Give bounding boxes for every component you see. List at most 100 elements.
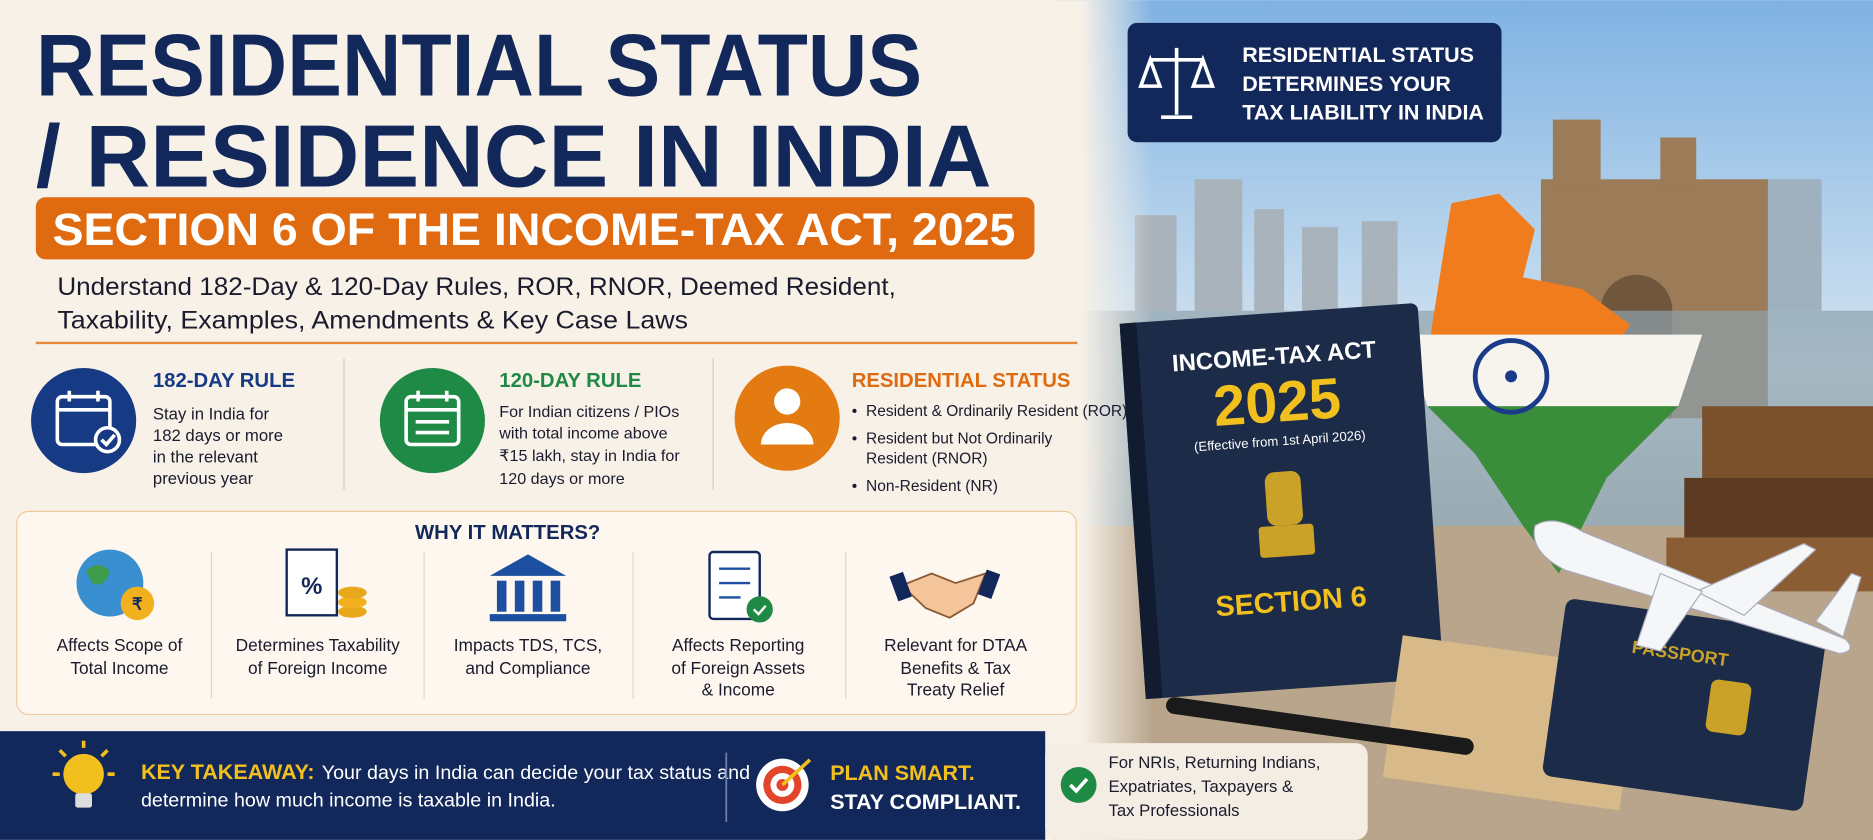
audience-text: For NRIs, Returning Indians, xyxy=(1109,753,1321,772)
handshake-icon-part xyxy=(977,569,1001,600)
pen xyxy=(1166,697,1474,755)
key-takeaway-text: determine how much income is taxable in … xyxy=(141,789,556,811)
india-map-part xyxy=(1505,370,1518,383)
rule-text: 120 days or more xyxy=(499,470,624,488)
document-icon-part: % xyxy=(301,573,322,600)
audience-text: Expatriates, Taxpayers & xyxy=(1109,777,1294,796)
passport-part xyxy=(1542,599,1826,811)
why-title: WHY IT MATTERS? xyxy=(415,522,600,544)
bullet: • xyxy=(852,430,857,447)
why-item: & Income xyxy=(702,679,775,699)
bottom-band xyxy=(0,731,1046,840)
checklist-icon-part xyxy=(719,567,751,599)
airplane-part xyxy=(1814,572,1862,638)
rule-text: 182 days or more xyxy=(153,426,283,445)
india-map-part xyxy=(1427,406,1679,574)
plan-text: PLAN SMART. xyxy=(830,761,975,785)
passport-part xyxy=(1705,679,1752,736)
globe-icon-part xyxy=(86,565,110,585)
why-item: Relevant for DTAA xyxy=(884,635,1027,655)
airplane-part xyxy=(1635,572,1704,652)
bank-icon xyxy=(489,554,567,622)
skyline-part xyxy=(1302,227,1338,311)
india-map-part xyxy=(1472,338,1550,415)
description: Taxability, Examples, Amendments & Key C… xyxy=(57,307,688,335)
bank-icon-part xyxy=(489,554,567,576)
rule-title: 182-DAY RULE xyxy=(153,370,295,392)
calendar-icon-part xyxy=(93,425,122,454)
target-icon xyxy=(756,758,812,812)
bulb-icon-part-part xyxy=(58,749,67,758)
document-icon-part xyxy=(338,586,367,599)
why-item: Determines Taxability xyxy=(236,635,401,655)
airplane xyxy=(1533,520,1862,655)
person-icon xyxy=(760,388,814,445)
dividers xyxy=(210,551,847,699)
book: INCOME-TAX ACT 2025 (Effective from 1st … xyxy=(1119,303,1444,700)
why-item: Treaty Relief xyxy=(907,679,1005,699)
document-icon-part xyxy=(285,548,339,617)
bulb-icon-part xyxy=(63,753,104,795)
checklist-icon-part xyxy=(746,596,773,623)
handshake-icon-part xyxy=(900,572,988,619)
bank-icon-part xyxy=(496,580,507,612)
calendar-icon-part xyxy=(100,433,117,448)
audience-text: Tax Professionals xyxy=(1109,801,1240,820)
handshake-icon-part xyxy=(889,571,912,602)
rule-icon-bg xyxy=(734,365,840,471)
rule-title: RESIDENTIAL STATUS xyxy=(852,370,1071,392)
handshake-icon xyxy=(889,569,1001,619)
skyline-part xyxy=(1194,179,1243,311)
callout-text: DETERMINES YOUR xyxy=(1242,72,1451,96)
emblem-part xyxy=(1258,523,1316,558)
callout-text: RESIDENTIAL STATUS xyxy=(1242,43,1474,67)
rule-text: Stay in India for xyxy=(153,404,270,423)
bulb-icon-part xyxy=(75,793,92,808)
check-icon xyxy=(1060,767,1097,803)
rule-text: Resident (RNOR) xyxy=(866,451,988,468)
calendar-icon-part xyxy=(55,394,112,447)
skyline-part xyxy=(1361,221,1398,311)
bulb-icon-part xyxy=(52,740,115,776)
rule-text: previous year xyxy=(153,469,254,488)
why-item: Affects Reporting xyxy=(672,635,804,655)
rule-text: Resident but Not Ordinarily xyxy=(866,430,1053,447)
checklist-icon xyxy=(708,550,773,623)
rule-title: 120-DAY RULE xyxy=(499,370,641,392)
title: / RESIDENCE IN INDIA xyxy=(36,106,992,205)
why-item: of Foreign Income xyxy=(248,658,388,678)
document-icon-part xyxy=(338,605,367,618)
person-icon-part xyxy=(774,388,801,415)
why-box xyxy=(16,510,1077,716)
rule-text: Non-Resident (NR) xyxy=(866,478,998,495)
scales-icon xyxy=(1138,47,1215,119)
subtitle: SECTION 6 OF THE INCOME-TAX ACT, 2025 xyxy=(53,204,1016,255)
calendar-icon-part xyxy=(404,394,461,447)
bank-icon-part xyxy=(550,580,561,612)
globe-icon-part xyxy=(120,586,155,621)
why-item: of Foreign Assets xyxy=(671,658,805,678)
book-part xyxy=(1119,322,1163,700)
why-item: Affects Scope of xyxy=(57,635,183,655)
why-item: Impacts TDS, TCS, xyxy=(454,635,602,655)
books-stack-part xyxy=(1684,477,1873,538)
document-icon-part xyxy=(338,596,367,609)
bulb-icon-part-part xyxy=(100,749,109,758)
bullet: • xyxy=(852,478,857,495)
globe-icon-part: ₹ xyxy=(132,594,143,613)
key-takeaway: KEY TAKEAWAY: Your days in India can deci… xyxy=(141,760,750,784)
key-takeaway-label: KEY TAKEAWAY: xyxy=(141,760,315,784)
document-icon: % xyxy=(285,548,367,618)
callout-text: TAX LIABILITY IN INDIA xyxy=(1242,101,1484,125)
rule-text: in the relevant xyxy=(153,447,258,466)
subtitle-badge xyxy=(35,197,1035,260)
why-item: and Compliance xyxy=(465,658,590,678)
books-stack-part xyxy=(1702,406,1873,478)
callout-box xyxy=(1127,22,1502,143)
person-icon-part xyxy=(760,422,814,445)
book-year: 2025 xyxy=(1211,366,1343,439)
india-map-part xyxy=(1403,334,1703,407)
rule-icon-bg xyxy=(31,368,137,474)
rule-text: For Indian citizens / PIOs xyxy=(499,403,679,421)
